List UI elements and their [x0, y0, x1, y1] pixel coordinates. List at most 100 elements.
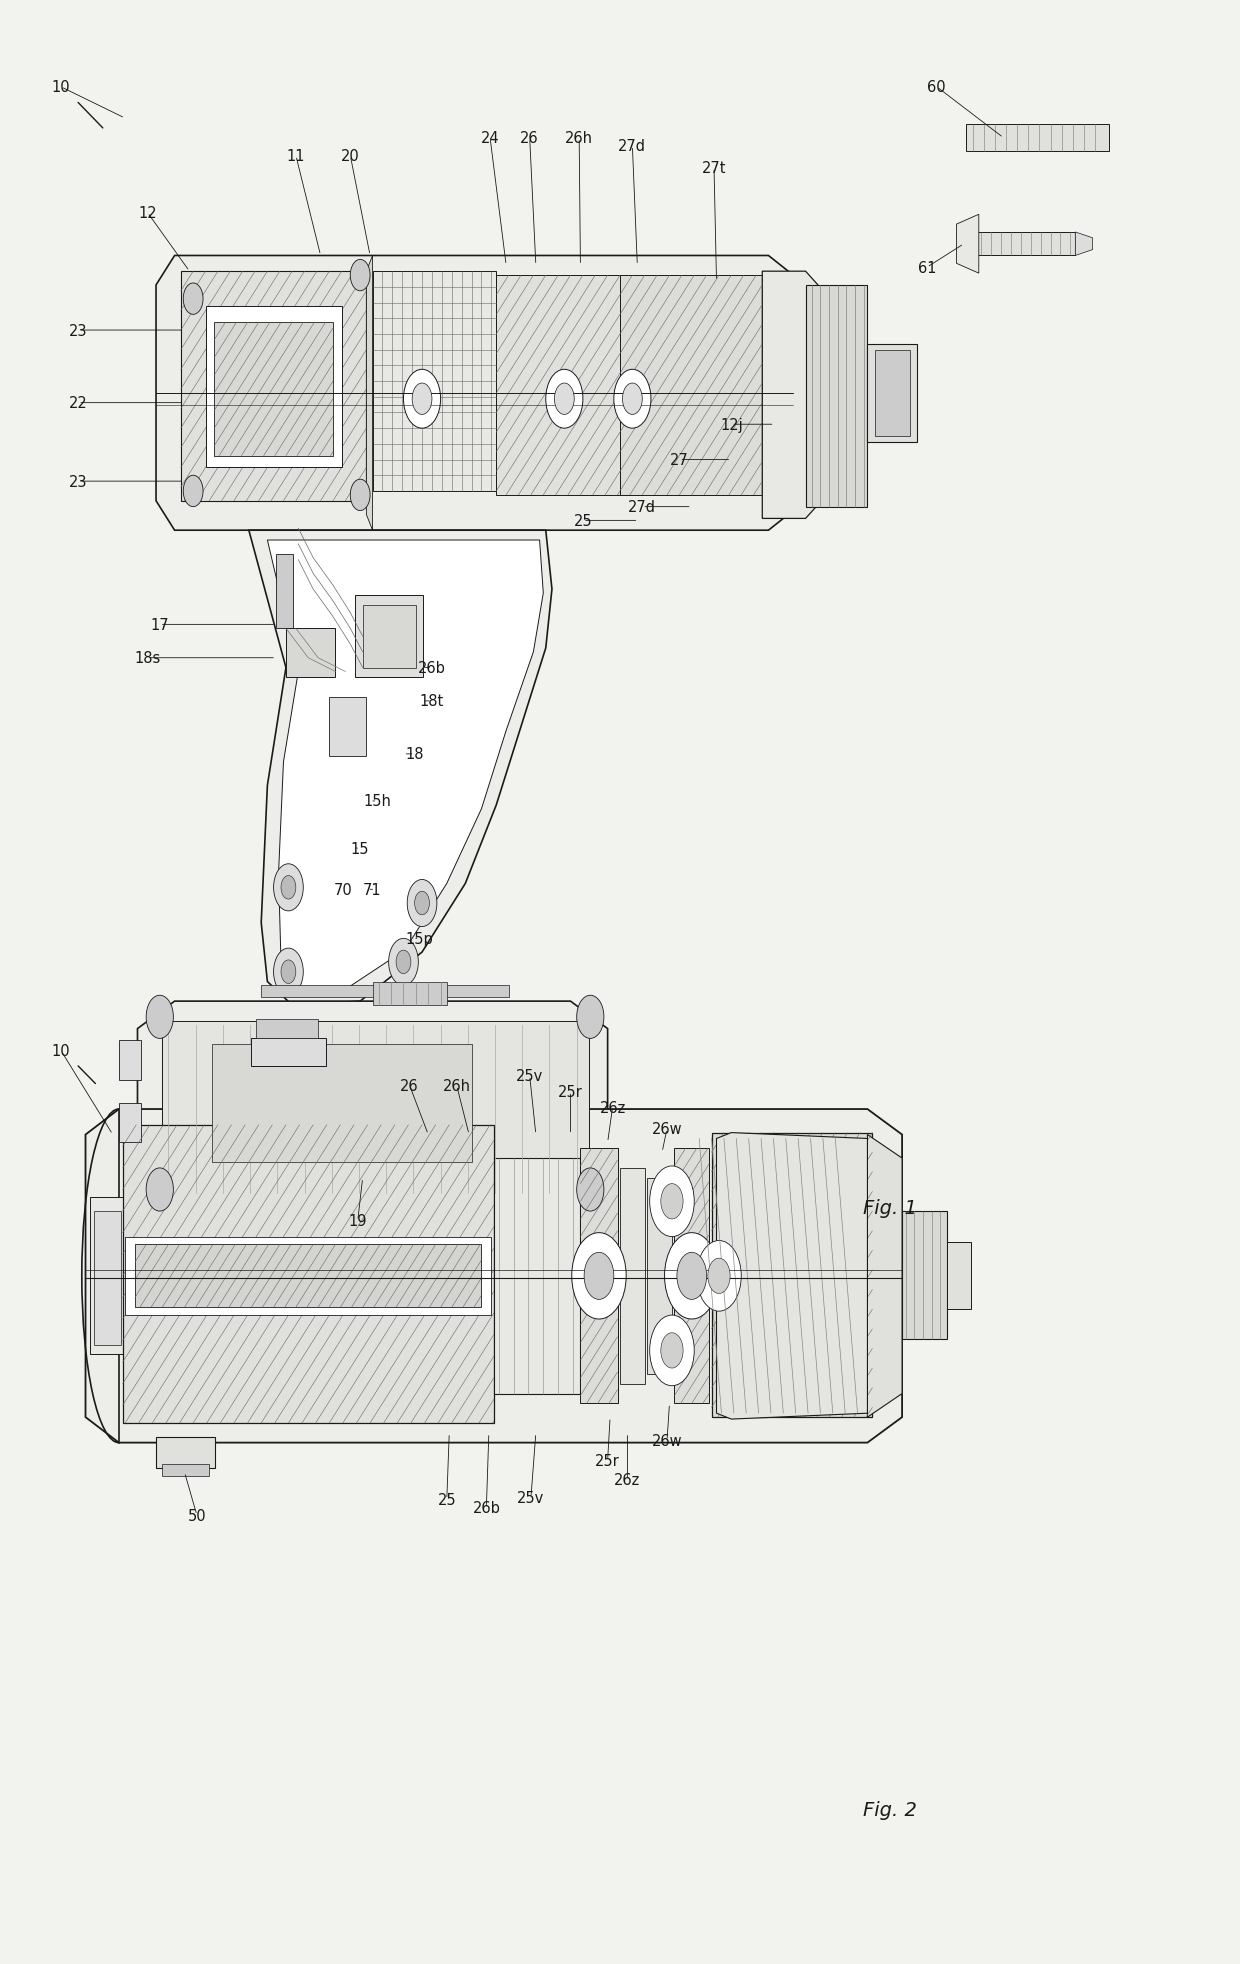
- Bar: [156, 1438, 216, 1469]
- Text: 17: 17: [150, 617, 169, 632]
- Polygon shape: [763, 273, 818, 518]
- Text: 25: 25: [574, 515, 593, 528]
- Circle shape: [677, 1253, 707, 1300]
- Bar: [946, 1243, 971, 1310]
- Text: 25r: 25r: [558, 1084, 583, 1100]
- Bar: [330, 697, 366, 756]
- Polygon shape: [262, 986, 508, 998]
- Circle shape: [614, 369, 651, 428]
- Bar: [868, 344, 916, 442]
- Text: 27t: 27t: [702, 161, 727, 175]
- Text: 26: 26: [401, 1078, 419, 1094]
- Text: 19: 19: [348, 1214, 367, 1229]
- Circle shape: [650, 1167, 694, 1237]
- Bar: [135, 1245, 481, 1308]
- Bar: [125, 1237, 491, 1316]
- Bar: [206, 306, 342, 467]
- Text: 12: 12: [138, 206, 156, 220]
- Bar: [712, 1133, 873, 1418]
- Polygon shape: [156, 257, 794, 530]
- Text: 26w: 26w: [652, 1121, 682, 1137]
- Text: Fig. 1: Fig. 1: [863, 1198, 916, 1218]
- Bar: [91, 1198, 128, 1355]
- Bar: [675, 1149, 709, 1404]
- Circle shape: [412, 383, 432, 414]
- Circle shape: [414, 892, 429, 915]
- Bar: [494, 1159, 580, 1394]
- Text: 61: 61: [918, 261, 936, 275]
- Circle shape: [572, 1233, 626, 1320]
- Text: 27d: 27d: [619, 139, 646, 153]
- Bar: [580, 1149, 618, 1404]
- Polygon shape: [249, 530, 552, 1006]
- Text: 20: 20: [341, 149, 360, 163]
- Bar: [94, 1212, 122, 1345]
- Bar: [647, 1178, 672, 1375]
- Text: 15: 15: [351, 841, 370, 856]
- Text: 10: 10: [52, 1043, 71, 1059]
- Bar: [901, 1212, 946, 1339]
- Polygon shape: [868, 1135, 901, 1418]
- Text: 10: 10: [52, 81, 71, 94]
- Bar: [277, 554, 294, 628]
- Circle shape: [281, 876, 296, 900]
- Circle shape: [281, 960, 296, 984]
- Circle shape: [403, 369, 440, 428]
- Text: 18: 18: [405, 746, 424, 762]
- Text: 70: 70: [334, 882, 352, 898]
- Circle shape: [407, 880, 436, 927]
- Polygon shape: [366, 257, 372, 530]
- Text: 60: 60: [928, 81, 946, 94]
- Circle shape: [708, 1259, 730, 1294]
- Text: 25v: 25v: [516, 1068, 543, 1084]
- Text: 26b: 26b: [418, 660, 446, 676]
- Circle shape: [661, 1184, 683, 1220]
- Bar: [875, 350, 909, 436]
- Bar: [966, 126, 1109, 153]
- Text: 26: 26: [521, 132, 539, 145]
- Bar: [123, 1125, 494, 1424]
- Bar: [162, 1021, 589, 1198]
- Bar: [372, 982, 446, 1006]
- Circle shape: [650, 1316, 694, 1387]
- Circle shape: [661, 1334, 683, 1369]
- Circle shape: [546, 369, 583, 428]
- Polygon shape: [717, 1133, 868, 1420]
- Text: Fig. 2: Fig. 2: [863, 1801, 916, 1819]
- Text: 25r: 25r: [595, 1453, 620, 1467]
- Text: 12j: 12j: [720, 418, 743, 432]
- Text: 23: 23: [69, 324, 87, 338]
- Circle shape: [584, 1253, 614, 1300]
- Polygon shape: [138, 1002, 608, 1218]
- Circle shape: [577, 996, 604, 1039]
- Polygon shape: [806, 287, 868, 507]
- Circle shape: [697, 1241, 742, 1312]
- Bar: [372, 273, 496, 491]
- Bar: [119, 1041, 141, 1080]
- Bar: [620, 277, 763, 495]
- Text: 18s: 18s: [134, 650, 160, 666]
- Bar: [119, 1104, 141, 1143]
- Polygon shape: [956, 216, 978, 275]
- Text: 26h: 26h: [443, 1078, 471, 1094]
- Circle shape: [146, 996, 174, 1039]
- Circle shape: [622, 383, 642, 414]
- Polygon shape: [1075, 234, 1092, 257]
- Circle shape: [554, 383, 574, 414]
- Text: 25: 25: [438, 1493, 456, 1506]
- Bar: [252, 1039, 326, 1066]
- Bar: [243, 1066, 336, 1110]
- Text: 26b: 26b: [472, 1500, 500, 1514]
- Text: 26z: 26z: [614, 1473, 641, 1487]
- Text: 18t: 18t: [420, 693, 444, 709]
- Text: 15h: 15h: [363, 793, 392, 809]
- Circle shape: [388, 939, 418, 986]
- Circle shape: [665, 1233, 719, 1320]
- Circle shape: [396, 951, 410, 974]
- Circle shape: [274, 949, 304, 996]
- Bar: [355, 595, 423, 678]
- Polygon shape: [286, 628, 336, 678]
- Circle shape: [146, 1169, 174, 1212]
- Bar: [966, 234, 1075, 257]
- Circle shape: [184, 285, 203, 314]
